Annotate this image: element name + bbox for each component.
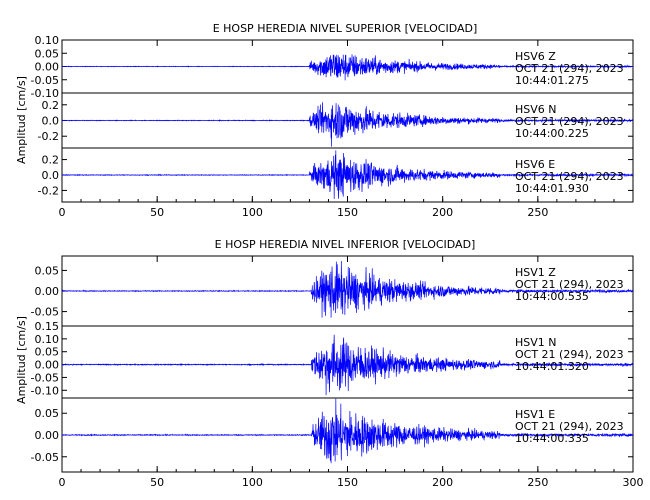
y-tick-label: 0.00 bbox=[35, 285, 60, 298]
y-tick-label: -0.2 bbox=[38, 130, 59, 143]
y-tick-label: 0.05 bbox=[35, 47, 60, 60]
y-tick-label: 0.05 bbox=[35, 407, 60, 420]
y-tick-label: -0.05 bbox=[31, 451, 59, 464]
channel-date-label: OCT 21 (294), 2023 bbox=[515, 62, 624, 75]
x-tick-label: 200 bbox=[432, 476, 453, 489]
y-tick-label: 0.05 bbox=[35, 346, 60, 359]
y-tick-label: -0.10 bbox=[31, 384, 59, 397]
waveform-trace bbox=[62, 102, 634, 147]
x-tick-label: 200 bbox=[432, 206, 453, 219]
x-tick-label: 100 bbox=[242, 476, 263, 489]
x-tick-label: 50 bbox=[150, 476, 164, 489]
x-tick-label: 300 bbox=[623, 476, 644, 489]
x-tick-label: 100 bbox=[242, 206, 263, 219]
x-tick-label: 150 bbox=[337, 206, 358, 219]
channel-time-label: 10:44:01.930 bbox=[515, 182, 589, 195]
y-axis-label-inferior: Amplitud [cm/s] bbox=[15, 316, 28, 404]
y-tick-label: 0.00 bbox=[35, 61, 60, 74]
y-tick-label: -0.10 bbox=[31, 87, 59, 100]
y-tick-label: -0.05 bbox=[31, 306, 59, 319]
waveform-trace bbox=[61, 54, 634, 81]
y-tick-label: 0.15 bbox=[35, 320, 60, 333]
y-tick-label: -0.05 bbox=[31, 371, 59, 384]
y-tick-label: 0.00 bbox=[35, 359, 60, 372]
chart-title-superior: E HOSP HEREDIA NIVEL SUPERIOR [VELOCIDAD… bbox=[213, 22, 478, 35]
y-tick-label: 0.0 bbox=[42, 115, 60, 128]
y-tick-label: 0.05 bbox=[35, 264, 60, 277]
x-tick-label: 250 bbox=[527, 206, 548, 219]
y-tick-label: -0.05 bbox=[31, 74, 59, 87]
channel-station-label: HSV1 E bbox=[515, 408, 555, 421]
channel-time-label: 10:44:00.335 bbox=[515, 432, 589, 445]
y-tick-label: 0.2 bbox=[42, 154, 60, 167]
channel-date-label: OCT 21 (294), 2023 bbox=[515, 115, 624, 128]
channel-station-label: HSV6 Z bbox=[515, 50, 556, 63]
y-axis-label-superior: Amplitud [cm/s] bbox=[15, 76, 28, 164]
x-tick-label: 0 bbox=[59, 206, 66, 219]
y-tick-label: 0.2 bbox=[42, 99, 60, 112]
channel-time-label: 10:44:01.320 bbox=[515, 360, 589, 373]
y-tick-label: -0.2 bbox=[38, 184, 59, 197]
channel-time-label: 10:44:01.275 bbox=[515, 74, 589, 87]
channel-time-label: 10:44:00.225 bbox=[515, 127, 589, 140]
x-tick-label: 250 bbox=[527, 476, 548, 489]
channel-date-label: OCT 21 (294), 2023 bbox=[515, 170, 624, 183]
channel-time-label: 10:44:00.535 bbox=[515, 290, 589, 303]
channel-station-label: HSV1 N bbox=[515, 336, 557, 349]
waveform-trace bbox=[61, 398, 634, 464]
y-tick-label: 0.10 bbox=[35, 333, 60, 346]
waveform-trace bbox=[61, 260, 634, 318]
x-tick-label: 50 bbox=[150, 206, 164, 219]
y-tick-label: 0.10 bbox=[35, 34, 60, 47]
waveform-trace bbox=[61, 150, 634, 199]
channel-date-label: OCT 21 (294), 2023 bbox=[515, 278, 624, 291]
chart-title-inferior: E HOSP HEREDIA NIVEL INFERIOR [VELOCIDAD… bbox=[215, 238, 476, 251]
waveform-trace bbox=[61, 334, 634, 396]
channel-date-label: OCT 21 (294), 2023 bbox=[515, 348, 624, 361]
channel-station-label: HSV6 N bbox=[515, 103, 557, 116]
x-tick-label: 150 bbox=[337, 476, 358, 489]
channel-date-label: OCT 21 (294), 2023 bbox=[515, 420, 624, 433]
y-tick-label: 0.00 bbox=[35, 429, 60, 442]
channel-station-label: HSV1 Z bbox=[515, 266, 556, 279]
channel-station-label: HSV6 E bbox=[515, 158, 555, 171]
x-tick-label: 0 bbox=[59, 476, 66, 489]
y-tick-label: 0.0 bbox=[42, 169, 60, 182]
